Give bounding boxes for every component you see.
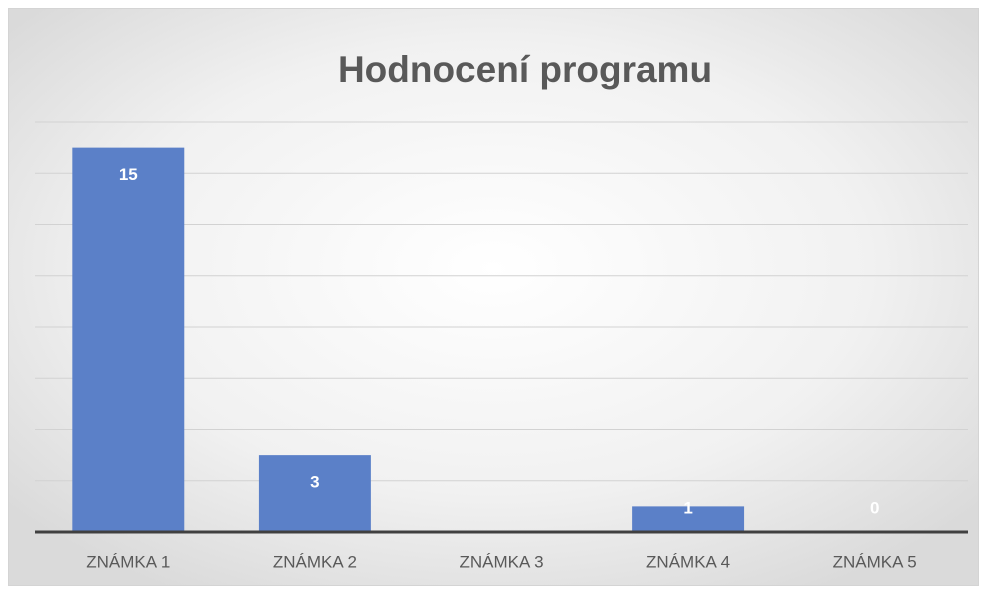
x-tick-label: ZNÁMKA 5 [833, 552, 917, 571]
data-label: 3 [310, 473, 319, 492]
x-tick-label: ZNÁMKA 2 [273, 552, 357, 571]
x-tick-label: ZNÁMKA 4 [646, 552, 730, 571]
bar [258, 455, 371, 532]
data-label: 0 [870, 498, 879, 517]
data-label: 1 [683, 498, 692, 517]
data-label: 15 [119, 165, 138, 184]
bar [632, 506, 745, 532]
bar [72, 147, 185, 532]
x-tick-label: ZNÁMKA 1 [86, 552, 170, 571]
x-tick-label: ZNÁMKA 3 [459, 552, 543, 571]
chart-title: Hodnocení programu [338, 49, 712, 90]
